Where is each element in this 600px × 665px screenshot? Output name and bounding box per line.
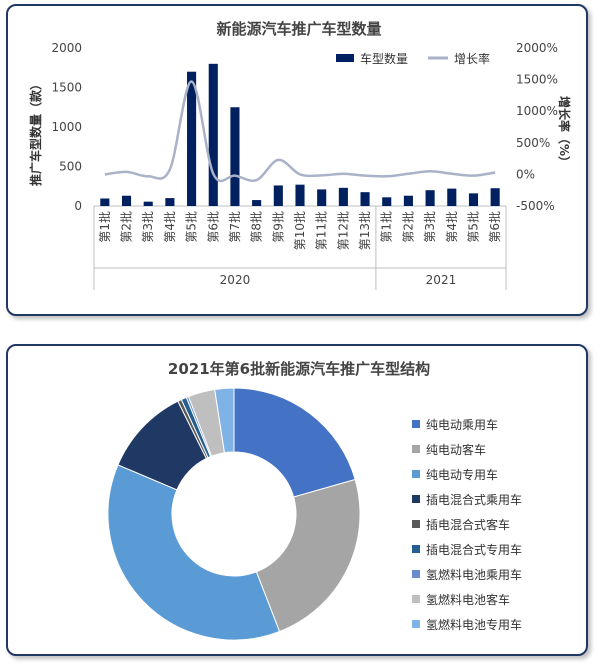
x-tick-label: 第6批 <box>205 211 220 243</box>
y-axis-title: 推广车型数量（款） <box>28 78 43 186</box>
legend-label: 氢燃料电池客车 <box>426 592 510 607</box>
chart-title: 新能源汽车推广车型数量 <box>216 20 381 38</box>
bar <box>338 187 348 206</box>
bar <box>360 192 370 206</box>
legend-label: 纯电动专用车 <box>426 467 498 482</box>
bar <box>100 198 110 206</box>
legend-label: 插电混合式乘用车 <box>426 492 522 507</box>
y-tick-label: 1000 <box>51 120 82 134</box>
bar <box>252 200 262 206</box>
y2-axis-title: 增长率（%） <box>557 96 572 168</box>
bar-line-chart-panel: 新能源汽车推广车型数量 车型数量 增长率 推广车型数量（款） 增长率（%） 0 5… <box>6 4 588 316</box>
donut-chart-panel: 2021年第6批新能源汽车推广车型结构 纯电动乘用车 纯电动客车 纯电动专用车 插电混… <box>6 344 588 656</box>
legend-swatch <box>412 495 420 503</box>
legend-swatch <box>412 520 420 528</box>
x-tick-label: 第6批 <box>487 211 502 243</box>
year-group-label: 2021 <box>426 273 457 287</box>
y2-tick-label: 0% <box>516 167 535 181</box>
bar <box>121 195 132 206</box>
x-tick-label: 第2批 <box>400 211 415 243</box>
donut-chart: 2021年第6批新能源汽车推广车型结构 纯电动乘用车纯电动客车纯电动专用车插电混… <box>107 360 522 641</box>
legend-label: 插电混合式客车 <box>426 517 510 532</box>
legend-label: 插电混合式专用车 <box>426 542 522 557</box>
legend-swatch <box>412 620 420 628</box>
legend-swatch <box>412 420 420 428</box>
bar <box>403 195 413 206</box>
legend: 车型数量 增长率 <box>336 51 490 66</box>
chart-title: 2021年第6批新能源汽车推广车型结构 <box>168 360 430 378</box>
legend-swatch <box>412 570 420 578</box>
y2-tick-label: 1000% <box>516 104 558 118</box>
legend-swatch <box>412 545 420 553</box>
x-tick-label: 第5批 <box>184 211 199 243</box>
bar <box>468 193 479 206</box>
x-tick-label: 第4批 <box>444 211 459 243</box>
x-tick-label: 第1批 <box>97 211 112 243</box>
legend-swatch <box>412 595 420 603</box>
x-tick-label: 第8批 <box>249 211 264 243</box>
y-tick-label: 1500 <box>51 81 82 95</box>
bar <box>143 201 153 206</box>
x-tick-label: 第9批 <box>270 211 285 243</box>
growth-rate-line <box>104 80 496 183</box>
legend-label: 氢燃料电池乘用车 <box>426 567 522 582</box>
x-tick-label: 第2批 <box>119 211 134 243</box>
y2-tick-label: 500% <box>516 136 550 150</box>
y-tick-label: 0 <box>74 199 82 213</box>
bar <box>425 190 435 206</box>
legend-label: 纯电动客车 <box>426 442 486 457</box>
x-tick-label: 第4批 <box>162 211 177 243</box>
x-tick-label: 第3批 <box>140 211 155 243</box>
bar <box>230 107 240 206</box>
legend-label-line: 增长率 <box>454 51 490 66</box>
y2-tick-label: -500% <box>516 199 555 213</box>
bar <box>490 188 500 206</box>
bar <box>273 185 283 206</box>
x-tick-label: 第7批 <box>227 211 242 243</box>
donut-slice <box>214 387 235 454</box>
donut-slice <box>255 478 361 633</box>
donut-slice <box>233 387 356 498</box>
bar <box>187 71 197 206</box>
legend-swatch <box>412 445 420 453</box>
x-tick-label: 第3批 <box>422 211 437 243</box>
bar <box>317 189 327 206</box>
x-tick-label: 第12批 <box>335 211 350 250</box>
bar <box>295 184 305 206</box>
x-tick-label: 第13批 <box>357 211 372 250</box>
y2-tick-label: 2000% <box>516 41 558 55</box>
legend-label: 纯电动乘用车 <box>426 417 498 432</box>
legend-label: 氢燃料电池专用车 <box>426 617 522 632</box>
bar <box>165 198 175 206</box>
x-tick-label: 第11批 <box>314 211 329 250</box>
legend-swatch-bars <box>336 54 354 62</box>
legend-swatch <box>412 470 420 478</box>
bar <box>447 188 457 206</box>
y-tick-label: 500 <box>59 160 82 174</box>
legend-label-bars: 车型数量 <box>360 51 408 66</box>
y2-tick-label: 1500% <box>516 73 558 87</box>
bar <box>208 63 218 206</box>
donut-slice <box>107 464 281 641</box>
bar <box>382 197 392 206</box>
x-tick-label: 第5批 <box>465 211 480 243</box>
x-tick-label: 第10批 <box>292 211 307 250</box>
y-tick-label: 2000 <box>51 41 82 55</box>
year-group-label: 2020 <box>220 273 251 287</box>
bar-line-chart: 新能源汽车推广车型数量 车型数量 增长率 推广车型数量（款） 增长率（%） 0 5… <box>28 20 572 290</box>
x-tick-label: 第1批 <box>379 211 394 243</box>
